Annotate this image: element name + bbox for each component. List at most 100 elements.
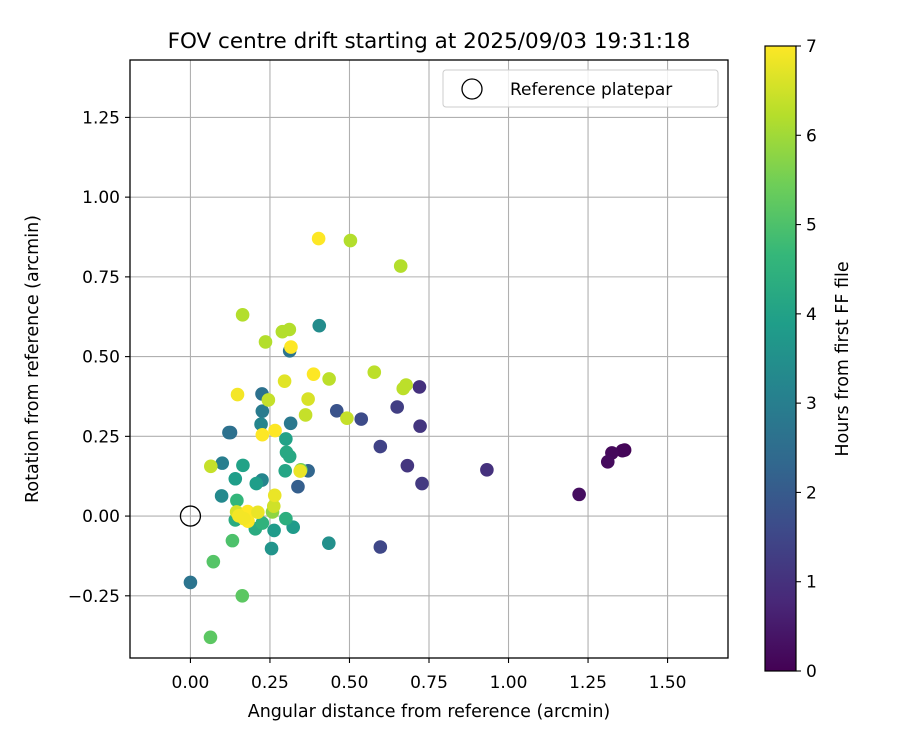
y-tick-label: 1.25 xyxy=(82,108,120,128)
x-axis-ticks: 0.00 0.25 0.50 0.75 1.00 1.25 1.50 xyxy=(172,658,687,693)
colorbar-tick-label: 3 xyxy=(806,394,817,414)
data-points xyxy=(183,231,632,645)
data-point xyxy=(255,404,270,418)
data-point xyxy=(572,487,586,502)
colorbar-tick-label: 0 xyxy=(806,662,817,682)
x-tick-label: 1.00 xyxy=(490,673,528,693)
data-point xyxy=(222,425,236,440)
colorbar: 0 1 2 3 4 5 6 7 Hours from first FF file xyxy=(764,37,853,682)
data-point xyxy=(254,417,268,432)
data-point xyxy=(283,416,298,431)
colorbar-tick-label: 2 xyxy=(806,483,817,503)
data-point xyxy=(203,630,218,645)
data-point xyxy=(340,411,354,425)
legend-label: Reference platepar xyxy=(510,80,672,100)
data-point xyxy=(343,233,358,248)
grid-lines xyxy=(130,60,728,658)
reference-point-marker xyxy=(179,505,202,527)
data-point xyxy=(214,489,229,503)
y-tick-label: 0.75 xyxy=(82,268,120,288)
colorbar-label: Hours from first FF file xyxy=(833,261,853,456)
data-point xyxy=(231,508,246,523)
legend-marker-icon xyxy=(461,78,483,100)
data-point xyxy=(400,458,415,473)
data-point xyxy=(228,471,243,486)
data-point xyxy=(236,458,250,473)
data-point xyxy=(298,408,313,422)
y-tick-label: 0.00 xyxy=(82,507,120,527)
data-point xyxy=(258,335,273,349)
data-point xyxy=(373,540,388,554)
y-tick-label: 0.25 xyxy=(82,427,120,447)
data-point xyxy=(600,455,615,469)
data-point xyxy=(267,488,282,503)
data-point xyxy=(235,308,250,322)
x-tick-label: 0.00 xyxy=(172,673,210,693)
colorbar-gradient xyxy=(764,45,797,672)
data-point xyxy=(268,423,282,438)
data-point xyxy=(311,231,326,246)
data-point xyxy=(329,404,344,418)
data-point xyxy=(279,432,293,446)
data-point xyxy=(203,459,218,474)
data-point xyxy=(266,499,281,513)
colorbar-tick-label: 5 xyxy=(806,216,817,236)
data-point xyxy=(267,523,281,538)
y-axis-ticks: −0.25 0.00 0.25 0.50 0.75 1.00 1.25 xyxy=(68,108,130,607)
data-point xyxy=(183,575,198,590)
colorbar-tick-label: 6 xyxy=(806,126,817,146)
y-tick-label: 1.00 xyxy=(82,188,120,208)
data-point xyxy=(306,367,321,381)
data-point xyxy=(261,393,276,407)
data-point xyxy=(255,516,270,530)
data-point xyxy=(215,456,230,470)
x-axis-label: Angular distance from reference (arcmin) xyxy=(248,702,611,722)
data-point xyxy=(373,439,388,454)
colorbar-tick-label: 7 xyxy=(806,37,817,57)
data-point xyxy=(354,412,369,426)
colorbar-ticks: 0 1 2 3 4 5 6 7 xyxy=(796,37,817,682)
data-point xyxy=(413,419,427,433)
data-point xyxy=(249,476,264,491)
colorbar-tick-label: 1 xyxy=(806,573,817,593)
data-point xyxy=(322,372,336,386)
data-point xyxy=(282,449,297,464)
data-point xyxy=(301,392,315,406)
data-point xyxy=(415,476,429,491)
x-tick-label: 0.25 xyxy=(251,673,289,693)
data-point xyxy=(284,340,298,354)
colorbar-tick-label: 4 xyxy=(806,305,817,325)
data-point xyxy=(230,387,245,402)
legend-box xyxy=(442,69,719,108)
data-point xyxy=(277,374,292,388)
x-tick-label: 1.50 xyxy=(649,673,687,693)
data-point xyxy=(230,493,244,508)
legend: Reference platepar xyxy=(442,69,719,108)
data-point xyxy=(393,259,408,273)
data-point xyxy=(206,554,221,569)
data-point xyxy=(264,541,279,556)
reference-marker xyxy=(179,505,202,527)
data-point xyxy=(312,318,327,333)
data-point xyxy=(291,479,305,494)
data-point xyxy=(293,464,307,478)
data-point xyxy=(255,427,270,442)
data-point xyxy=(412,380,427,394)
data-point xyxy=(322,536,336,550)
y-tick-label: 0.50 xyxy=(82,348,120,368)
y-tick-label: −0.25 xyxy=(68,587,120,607)
chart-title: FOV centre drift starting at 2025/09/03 … xyxy=(168,29,691,54)
data-point xyxy=(251,505,265,520)
data-point xyxy=(615,443,630,458)
y-axis-label: Rotation from reference (arcmin) xyxy=(23,215,43,503)
data-point xyxy=(480,463,494,477)
x-tick-label: 1.25 xyxy=(569,673,607,693)
data-point xyxy=(390,400,404,414)
data-point xyxy=(282,322,297,337)
data-point xyxy=(225,533,240,548)
data-point xyxy=(396,381,411,396)
x-tick-label: 0.50 xyxy=(331,673,369,693)
data-point xyxy=(367,365,382,380)
data-point xyxy=(278,463,293,478)
